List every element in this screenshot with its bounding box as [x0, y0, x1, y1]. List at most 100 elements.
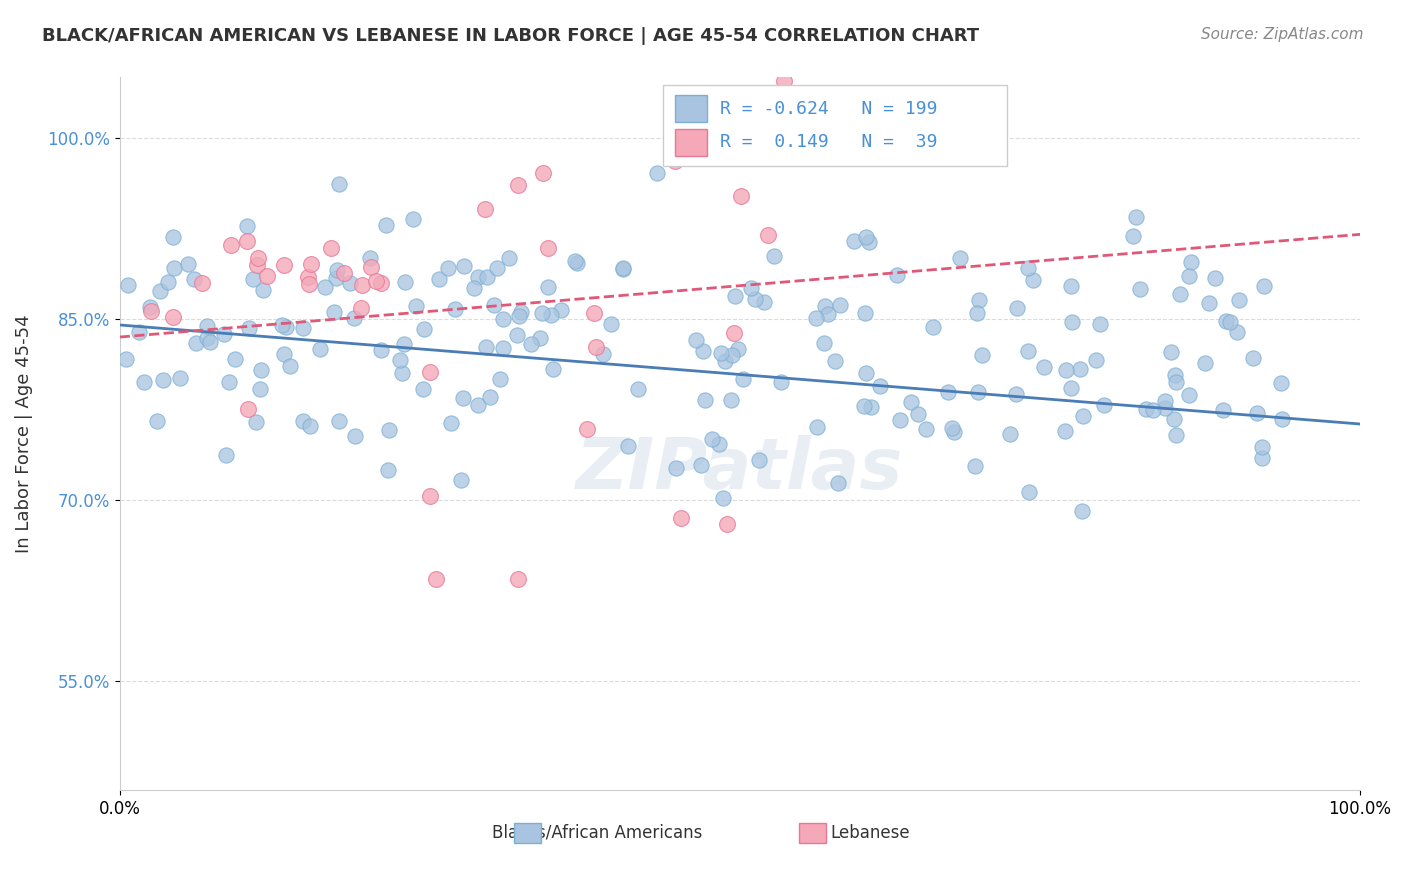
Point [941, 421, 963, 435]
Point [474, 202, 496, 216]
Point [322, 305, 344, 319]
Point [1060, 278, 1083, 293]
Point [236, 235, 259, 249]
Point [298, 419, 321, 434]
Point [966, 306, 988, 320]
Point [235, 219, 257, 234]
Point [463, 281, 485, 295]
Point [814, 299, 837, 313]
Point [1142, 402, 1164, 417]
Point [714, 353, 737, 368]
Point [700, 433, 723, 447]
Point [1271, 412, 1294, 426]
Point [242, 272, 264, 286]
Point [200, 335, 222, 350]
Point [191, 276, 214, 290]
Point [529, 331, 551, 345]
Point [762, 249, 785, 263]
Point [1180, 254, 1202, 268]
Point [195, 319, 218, 334]
Point [1092, 398, 1115, 412]
Point [370, 276, 392, 290]
Point [592, 347, 614, 361]
Point [536, 241, 558, 255]
Point [530, 306, 553, 320]
Point [583, 306, 606, 320]
Point [769, 375, 792, 389]
Point [138, 300, 160, 314]
Point [740, 281, 762, 295]
Point [378, 423, 401, 437]
Point [224, 352, 246, 367]
Point [780, 108, 803, 122]
Point [907, 407, 929, 421]
Text: Lebanese: Lebanese [830, 823, 910, 841]
Point [349, 301, 371, 316]
Point [748, 453, 770, 467]
Point [1241, 351, 1264, 366]
Point [128, 326, 150, 340]
Point [453, 259, 475, 273]
Bar [799, 823, 827, 843]
Point [804, 310, 827, 325]
Point [730, 188, 752, 202]
Point [695, 392, 717, 407]
Point [859, 400, 882, 414]
Point [669, 511, 692, 525]
Point [711, 491, 734, 505]
Point [710, 346, 733, 360]
Point [1270, 376, 1292, 390]
Point [370, 343, 392, 357]
Point [115, 351, 138, 366]
Point [842, 234, 865, 248]
Point [1004, 387, 1026, 401]
Point [413, 322, 436, 336]
Point [531, 166, 554, 180]
Point [132, 376, 155, 390]
Point [492, 341, 515, 355]
Point [328, 414, 350, 428]
Point [724, 289, 747, 303]
Point [970, 348, 993, 362]
Point [720, 393, 742, 408]
Point [309, 343, 332, 357]
Point [900, 394, 922, 409]
Point [450, 473, 472, 487]
Point [824, 353, 846, 368]
Point [612, 262, 634, 277]
Point [692, 344, 714, 359]
Point [152, 373, 174, 387]
Point [1005, 301, 1028, 316]
Point [1166, 375, 1188, 389]
Text: Blacks/African Americans: Blacks/African Americans [492, 823, 702, 841]
Point [942, 425, 965, 440]
Point [541, 361, 564, 376]
Point [506, 178, 529, 192]
Point [537, 280, 560, 294]
Point [1163, 412, 1185, 426]
Point [333, 266, 356, 280]
Point [1251, 451, 1274, 466]
Point [827, 475, 849, 490]
Point [391, 366, 413, 380]
Point [813, 335, 835, 350]
Point [325, 271, 347, 285]
Point [1060, 315, 1083, 329]
Point [292, 320, 315, 334]
Point [451, 391, 474, 405]
Point [145, 414, 167, 428]
Point [252, 283, 274, 297]
Point [665, 460, 688, 475]
Point [249, 382, 271, 396]
Point [467, 270, 489, 285]
Point [858, 235, 880, 249]
Point [246, 251, 269, 265]
Point [183, 272, 205, 286]
Point [273, 347, 295, 361]
Point [292, 413, 315, 427]
Point [1129, 282, 1152, 296]
Point [350, 278, 373, 293]
Point [218, 375, 240, 389]
Point [585, 340, 607, 354]
Point [439, 416, 461, 430]
